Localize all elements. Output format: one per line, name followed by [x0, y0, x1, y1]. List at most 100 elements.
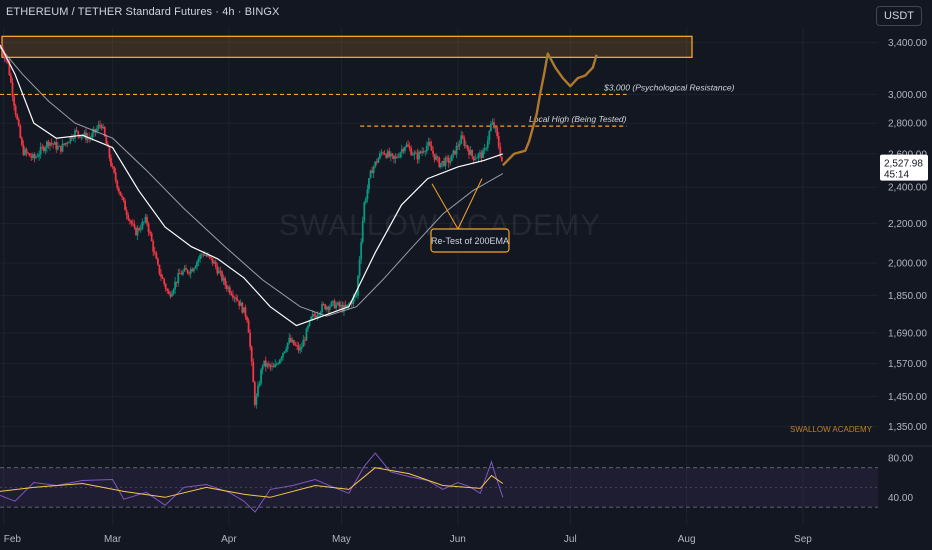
candle-body	[125, 210, 128, 215]
candle-body	[330, 301, 333, 307]
price-axis-label: 1,450.00	[888, 392, 927, 403]
candle-body	[429, 141, 431, 146]
candle-body	[313, 314, 316, 316]
candle-body	[24, 149, 26, 155]
candle-body	[66, 142, 69, 144]
candle-body	[324, 304, 327, 310]
candle-body	[283, 351, 286, 354]
candle-body	[268, 363, 270, 365]
time-axis-label: Jun	[450, 534, 466, 545]
candle-body	[50, 142, 53, 144]
price-axis-label: 2,400.00	[888, 183, 927, 194]
candle-body	[263, 360, 266, 366]
candle-body	[199, 254, 202, 260]
candle-body	[353, 295, 356, 298]
candle-body	[160, 273, 162, 278]
time-axis-label: Feb	[4, 534, 22, 545]
candle-body	[269, 364, 272, 367]
candle-body	[188, 272, 191, 274]
candle-body	[361, 220, 364, 243]
candle-body	[96, 128, 98, 132]
candle-body	[208, 255, 211, 258]
candle-body	[167, 290, 170, 295]
candle-body	[236, 299, 239, 301]
candle-body	[77, 130, 80, 135]
candle-body	[322, 304, 325, 305]
candle-body	[235, 297, 237, 300]
candle-body	[346, 304, 348, 308]
candle-body	[455, 145, 458, 155]
candle-body	[388, 151, 391, 157]
candle-body	[13, 96, 15, 106]
price-axis-label: 1,690.00	[888, 328, 927, 339]
candle-body	[497, 136, 500, 147]
candle-body	[36, 156, 39, 158]
candle-body	[86, 137, 89, 140]
candle-body	[477, 154, 480, 158]
candle-body	[289, 337, 292, 343]
projection-path	[501, 52, 598, 167]
candle-body	[274, 364, 277, 368]
candle-body	[258, 383, 261, 386]
candle-body	[318, 314, 320, 316]
candle-body	[227, 287, 230, 289]
candle-body	[341, 305, 344, 312]
price-axis-label: 3,000.00	[888, 90, 927, 101]
ema-100-line	[0, 44, 503, 327]
candle-body	[271, 365, 273, 367]
candle-body	[419, 151, 422, 153]
retest-callout-label: Re-Test of 200EMA	[431, 236, 509, 246]
candle-body	[30, 156, 33, 158]
candle-body	[144, 216, 147, 222]
candle-body	[457, 145, 459, 147]
psychological-resistance-label: $3,000 (Psychological Resistance)	[603, 82, 735, 92]
candle-body	[430, 145, 433, 151]
currency-unit-button[interactable]: USDT	[876, 6, 922, 26]
candle-body	[158, 264, 161, 274]
candle-body	[500, 156, 503, 162]
candle-body	[305, 328, 308, 341]
candle-body	[27, 152, 30, 154]
price-axis-label: 3,400.00	[888, 38, 927, 49]
candle-body	[94, 129, 97, 132]
candle-body	[172, 289, 175, 294]
candle-body	[175, 281, 178, 283]
candle-body	[58, 145, 61, 147]
candle-body	[205, 255, 208, 257]
candle-body	[146, 216, 148, 224]
candle-body	[452, 150, 455, 155]
candle-body	[472, 156, 475, 161]
candle-body	[5, 59, 8, 60]
candle-body	[214, 261, 217, 267]
candle-body	[213, 261, 216, 264]
candle-body	[28, 153, 31, 157]
candle-body	[458, 143, 461, 147]
candle-body	[83, 132, 86, 136]
candle-body	[391, 153, 394, 156]
time-axis-label: Jul	[564, 534, 577, 545]
candle-body	[110, 158, 112, 166]
candle-body	[413, 152, 416, 155]
candle-body	[433, 153, 436, 160]
local-high-label: Local High (Being Tested)	[529, 114, 627, 124]
candle-body	[232, 295, 234, 298]
candle-body	[479, 152, 481, 155]
candle-body	[360, 242, 363, 260]
candle-body	[275, 363, 278, 365]
candle-body	[357, 275, 359, 296]
symbol-header[interactable]: ETHEREUM / TETHER Standard Futures · 4h …	[6, 6, 280, 18]
candle-body	[432, 150, 434, 154]
candle-body	[192, 268, 195, 272]
candle-body	[211, 258, 214, 264]
rsi-line	[0, 452, 504, 513]
candle-body	[328, 306, 331, 310]
candle-body	[14, 105, 17, 115]
candle-body	[152, 241, 155, 252]
candle-body	[485, 147, 488, 149]
candle-body	[364, 198, 367, 203]
candle-body	[133, 224, 136, 228]
candle-body	[164, 283, 167, 290]
candle-body	[216, 266, 219, 274]
candle-body	[486, 140, 489, 148]
